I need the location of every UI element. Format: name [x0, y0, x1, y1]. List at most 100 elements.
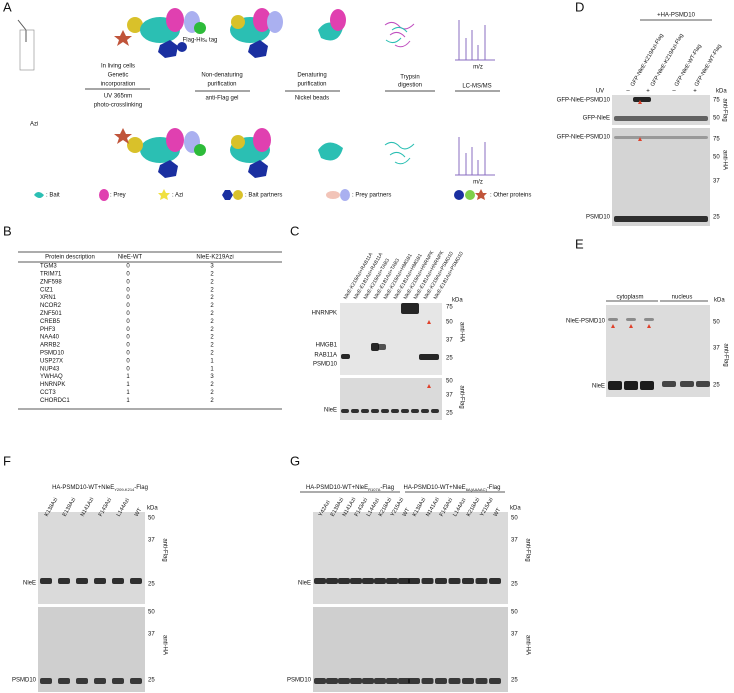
band: [419, 354, 439, 360]
table-cell: HNRNPK: [40, 382, 65, 388]
step-text: anti-Flag gel: [205, 96, 238, 102]
blot: [313, 607, 508, 692]
band: [94, 578, 106, 584]
band: [398, 678, 410, 684]
table-cell: 2: [210, 343, 214, 349]
unit-label: kDa: [147, 506, 158, 512]
legend-label: : Bait partners: [245, 193, 282, 199]
red-arrow: [427, 320, 431, 324]
band: [626, 318, 636, 321]
panel-letter: B: [3, 223, 12, 238]
band: [76, 678, 88, 684]
table-cell: 2: [210, 279, 214, 285]
table-cell: 2: [210, 295, 214, 301]
table-cell: 0: [126, 287, 130, 293]
band: [421, 578, 434, 584]
band: [448, 678, 461, 684]
table-cell: PHF3: [40, 327, 56, 333]
band: [435, 678, 447, 684]
table-cell: 2: [210, 327, 214, 333]
table-cell: USP27X: [40, 358, 63, 364]
table-cell: 2: [210, 271, 214, 277]
protein-label: RAB11A: [314, 353, 337, 359]
band: [489, 578, 501, 584]
band: [338, 578, 350, 584]
marker: 25: [511, 582, 518, 588]
marker: 50: [148, 610, 155, 616]
table-cell: 0: [126, 295, 130, 301]
marker: 50: [713, 320, 720, 326]
uv-label: +: [693, 89, 697, 95]
band: [381, 409, 389, 413]
marker: 50: [713, 155, 720, 161]
table-cell: 2: [210, 335, 214, 341]
band: [640, 381, 654, 390]
marker: 37: [148, 632, 155, 638]
band: [58, 578, 70, 584]
protein-label: NleE-PSMD10: [566, 319, 606, 325]
table-cell: NUP43: [40, 366, 60, 372]
legend-label: : Azi: [172, 193, 183, 199]
table-cell: CHORDC1: [40, 398, 70, 404]
legend-label: : Other proteins: [490, 193, 531, 199]
band: [374, 678, 386, 684]
band: [374, 578, 386, 584]
marker: 75: [713, 137, 720, 143]
band: [58, 678, 70, 684]
uv-label: –: [672, 89, 676, 95]
lane-label: WT: [402, 507, 412, 518]
red-arrow: [629, 324, 633, 328]
band: [341, 409, 349, 413]
band: [408, 678, 420, 684]
step-text: LC-MS/MS: [462, 84, 491, 90]
legend-label: : Prey: [110, 193, 126, 199]
band: [386, 578, 398, 584]
protein-label: GFP-NleE-PSMD10: [557, 98, 611, 104]
marker: 25: [446, 411, 453, 417]
table-cell: 1: [126, 398, 130, 404]
table-cell: 2: [210, 303, 214, 309]
red-arrow: [611, 324, 615, 328]
band: [696, 381, 710, 387]
marker: 50: [511, 610, 518, 616]
band: [431, 409, 439, 413]
table-cell: 1: [126, 390, 130, 396]
table-cell: 2: [210, 319, 214, 325]
band: [421, 409, 429, 413]
panel-letter: A: [3, 0, 12, 14]
band: [408, 578, 420, 584]
band: [341, 354, 350, 359]
table-cell: 0: [126, 335, 130, 341]
legend-label: : Bait: [46, 193, 60, 199]
table-cell: 0: [126, 319, 130, 325]
table-cell: 0: [126, 366, 130, 372]
antibody: anti-Flag: [161, 538, 167, 561]
band: [475, 578, 488, 584]
band: [391, 409, 399, 413]
band: [326, 678, 338, 684]
table-cell: NAA40: [40, 335, 60, 341]
band: [401, 409, 409, 413]
marker: 50: [148, 516, 155, 522]
table-cell: XRN1: [40, 295, 57, 301]
table-cell: 2: [210, 382, 214, 388]
uv-label: –: [626, 89, 630, 95]
fraction-label: nucleus: [672, 295, 693, 301]
antibody: anti-HA: [161, 635, 167, 655]
band: [361, 409, 369, 413]
band: [680, 381, 694, 387]
table-cell: 0: [126, 279, 130, 285]
panel-a-icons: [17, 8, 500, 201]
table-cell: TGM3: [40, 264, 57, 270]
band: [435, 578, 447, 584]
band: [314, 578, 326, 584]
band: [614, 136, 708, 139]
table-cell: 0: [126, 311, 130, 317]
band: [448, 578, 461, 584]
band: [362, 578, 374, 584]
title: HA-PSMD10-WT+NleE6A(AAAAC)-Flag: [404, 485, 501, 492]
title: HA-PSMD10-WT+NleER107A-Flag: [306, 485, 394, 492]
step-text: UV 365nm: [104, 94, 132, 100]
title: HA-PSMD10-WT+NleEY209-K214-Flag: [52, 485, 148, 492]
marker: 37: [713, 346, 720, 352]
